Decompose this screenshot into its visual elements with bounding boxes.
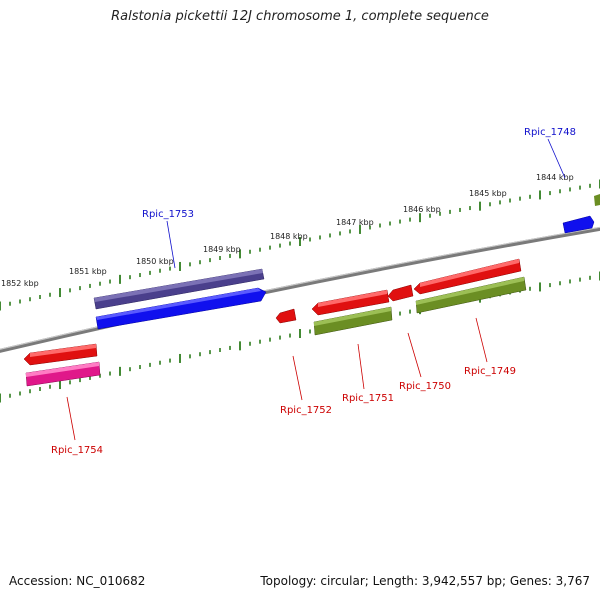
label-rpic-1752[interactable]: Rpic_1752 [280,405,332,416]
leader-rpic-1748 [547,138,566,179]
label-rpic-1748[interactable]: Rpic_1748 [524,127,576,138]
reverse-genes [23,258,527,387]
scale-label-1849: 1849 kbp [203,245,241,254]
scale-label-1850: 1850 kbp [136,257,174,266]
label-rpic-1750[interactable]: Rpic_1750 [399,381,451,392]
leader-rpic-1752 [292,355,303,401]
label-rpic-1754[interactable]: Rpic_1754 [51,445,103,456]
scale-label-1844: 1844 kbp [536,173,574,182]
gene-labels: Rpic_1753 Rpic_1748 Rpic_1754 Rpic_1752 … [51,127,576,456]
leader-rpic-1749 [475,317,488,363]
scale-label-1846: 1846 kbp [403,205,441,214]
leader-rpic-1753 [166,220,176,269]
genome-summary-text: Topology: circular; Length: 3,942,557 bp… [260,574,590,588]
scale-label-1845: 1845 kbp [469,189,507,198]
forward-genes [93,194,600,330]
gene-rpic-1750[interactable] [387,284,414,302]
gene-offscreen-feature [594,194,600,206]
leader-rpic-1750 [407,332,422,378]
label-rpic-1749[interactable]: Rpic_1749 [464,366,516,377]
label-leaders [66,138,566,441]
gene-rpic-1752[interactable] [275,308,297,324]
leader-rpic-1751 [357,343,365,390]
scale-label-1848: 1848 kbp [270,232,308,241]
chromosome-backbone [0,226,600,353]
leader-rpic-1754 [66,396,76,441]
accession-text: Accession: NC_010682 [9,574,146,588]
scale-label-1852: 1852 kbp [1,279,39,288]
scale-label-1851: 1851 kbp [69,267,107,276]
label-rpic-1751[interactable]: Rpic_1751 [342,393,394,404]
upper-tick-track [0,179,600,311]
scale-label-1847: 1847 kbp [336,218,374,227]
scale-labels: 1852 kbp 1851 kbp 1850 kbp 1849 kbp 1848… [1,173,574,288]
gene-rpic-1748[interactable] [562,215,595,234]
label-rpic-1753[interactable]: Rpic_1753 [142,209,194,220]
map-title: Ralstonia pickettii 12J chromosome 1, co… [111,9,489,24]
